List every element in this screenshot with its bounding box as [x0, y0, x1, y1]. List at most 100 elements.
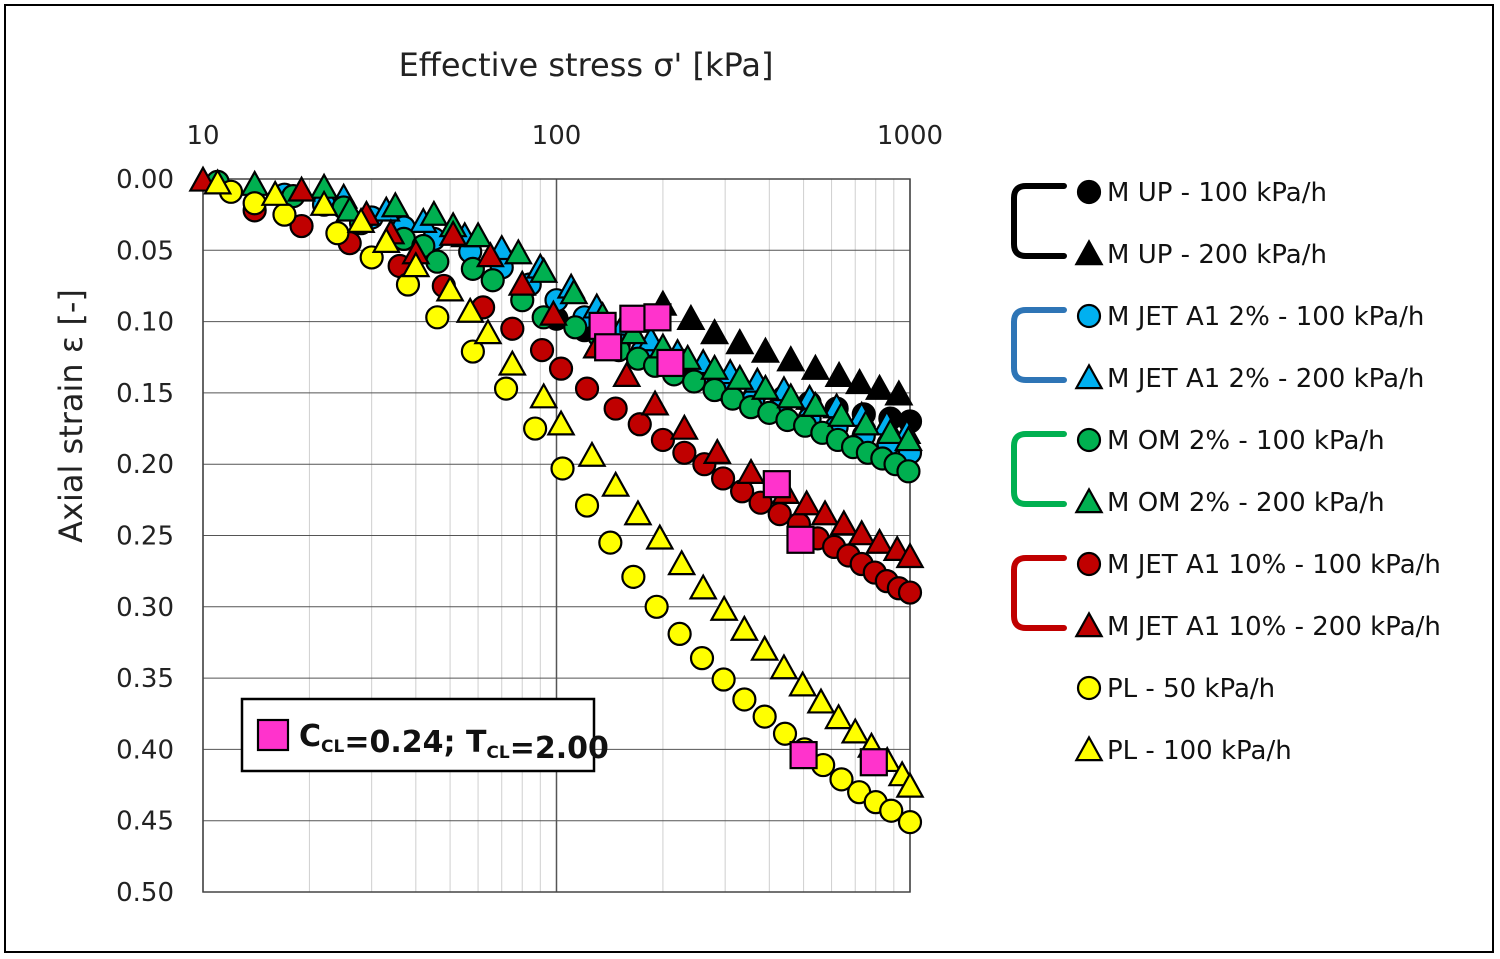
- legend-label: PL - 100 kPa/h: [1107, 736, 1292, 766]
- data-point-circle: [574, 376, 600, 401]
- y-tick-label: 0.25: [116, 522, 174, 552]
- data-point-triangle: [847, 519, 877, 546]
- data-point-triangle: [750, 373, 780, 400]
- data-point-circle: [772, 721, 798, 746]
- data-point-square: [789, 741, 818, 770]
- y-tick-label: 0.35: [116, 664, 174, 694]
- data-point-triangle: [577, 440, 607, 467]
- data-point-triangle: [203, 168, 233, 195]
- data-point-circle: [681, 369, 707, 394]
- data-point-triangle: [776, 382, 806, 409]
- legend-item: M JET A1 2% - 100 kPa/h: [1076, 302, 1424, 332]
- plot-area: [202, 178, 911, 893]
- data-point-triangle: [810, 499, 840, 526]
- y-axis-title: Axial strain ε [-]: [52, 289, 90, 543]
- data-point-triangle: [455, 296, 485, 323]
- legend-item: PL - 100 kPa/h: [1074, 735, 1292, 766]
- data-point-circle: [897, 580, 923, 605]
- data-point-triangle: [503, 238, 533, 265]
- legend-bracket: [1011, 183, 1067, 259]
- y-tick-label: 0.50: [116, 878, 174, 908]
- data-point-triangle: [612, 360, 642, 388]
- chart: Effective stress σ' [kPa] Axial strain ε…: [52, 46, 1441, 908]
- data-point-triangle: [800, 353, 830, 380]
- data-point-square: [656, 348, 685, 378]
- legend-label: PL - 50 kPa/h: [1107, 674, 1275, 704]
- data-point-circle: [627, 412, 652, 437]
- data-point-triangle: [559, 278, 589, 305]
- legend-bracket: [1011, 307, 1067, 383]
- data-point-circle: [480, 268, 505, 293]
- data-point-triangle: [419, 199, 449, 226]
- data-point-square: [786, 525, 815, 554]
- data-point-triangle: [669, 413, 699, 440]
- legend-label: M OM 2% - 200 kPa/h: [1107, 488, 1385, 518]
- data-point-triangle: [792, 489, 822, 516]
- data-point-triangle: [895, 771, 925, 798]
- data-point-circle: [896, 459, 921, 484]
- data-point-triangle: [497, 349, 527, 376]
- x-tick-label: 1000: [877, 121, 943, 151]
- data-point-triangle: [401, 251, 431, 278]
- legend-marker-circle: [1076, 303, 1102, 329]
- data-point-circle: [325, 221, 350, 246]
- legend-marker-triangle: [1074, 487, 1104, 514]
- legend-item: M JET A1 10% - 100 kPa/h: [1076, 550, 1441, 580]
- data-point-triangle: [309, 189, 339, 216]
- legend-item: M JET A1 10% - 200 kPa/h: [1074, 611, 1441, 642]
- data-point-triangle: [840, 717, 870, 744]
- legend-label: M JET A1 10% - 100 kPa/h: [1107, 550, 1441, 580]
- annotation-frame: [240, 697, 596, 773]
- legend-bracket: [1011, 555, 1067, 631]
- legend-marker-circle: [1076, 179, 1102, 205]
- y-tick-label: 0.40: [116, 735, 174, 765]
- legend-bracket: [1011, 431, 1067, 507]
- annotation-square-icon: [256, 718, 290, 752]
- data-point-circle: [563, 315, 588, 340]
- data-point-triangle: [380, 191, 410, 218]
- x-tick-label: 100: [532, 121, 582, 151]
- data-point-triangle: [507, 269, 537, 296]
- legend-label: M JET A1 2% - 200 kPa/h: [1107, 364, 1424, 394]
- legend-label: M UP - 200 kPa/h: [1107, 240, 1327, 270]
- legend-label: M JET A1 2% - 100 kPa/h: [1107, 302, 1424, 332]
- data-point-circle: [425, 249, 450, 274]
- y-tick-label: 0.15: [116, 379, 174, 409]
- data-point-circle: [523, 416, 548, 441]
- data-point-triangle: [473, 318, 503, 345]
- data-point-triangle: [750, 634, 780, 661]
- legend-marker-circle: [1076, 675, 1102, 701]
- series-6: [242, 198, 923, 605]
- data-point-triangle: [725, 363, 755, 390]
- legend-item: M UP - 100 kPa/h: [1076, 178, 1327, 208]
- data-point-circle: [598, 530, 623, 555]
- data-point-circle: [650, 427, 676, 453]
- data-point-triangle: [287, 175, 317, 202]
- data-point-circle: [289, 213, 314, 239]
- data-point-circle: [897, 810, 923, 835]
- data-point-circle: [460, 339, 485, 364]
- data-point-triangle: [750, 336, 780, 363]
- legend-marker-triangle: [1074, 363, 1104, 390]
- data-point-triangle: [335, 195, 365, 222]
- data-point-circle: [667, 621, 692, 646]
- y-tick-label: 0.45: [116, 807, 174, 837]
- legend-item: M OM 2% - 100 kPa/h: [1076, 426, 1385, 456]
- data-point-triangle: [875, 417, 905, 445]
- data-point-circle: [689, 646, 715, 671]
- legend-item: M OM 2% - 200 kPa/h: [1074, 487, 1385, 518]
- series-5: [240, 169, 923, 452]
- data-point-triangle: [824, 360, 854, 388]
- legend-label: M OM 2% - 100 kPa/h: [1107, 426, 1385, 456]
- data-point-circle: [711, 667, 736, 692]
- data-point-triangle: [438, 219, 468, 246]
- y-tick-labels: 0.00 0.05 0.10 0.15 0.20 0.25 0.30 0.35 0.40 0.45…: [116, 165, 174, 908]
- legend-marker-triangle: [1074, 735, 1104, 762]
- legend-marker-circle: [1076, 427, 1102, 453]
- data-point-triangle: [346, 206, 376, 233]
- legend-item: PL - 50 kPa/h: [1076, 674, 1275, 704]
- data-point-triangle: [788, 670, 818, 697]
- data-point-circle: [879, 798, 904, 823]
- legend-label: M UP - 100 kPa/h: [1107, 178, 1327, 208]
- data-point-triangle: [676, 303, 706, 330]
